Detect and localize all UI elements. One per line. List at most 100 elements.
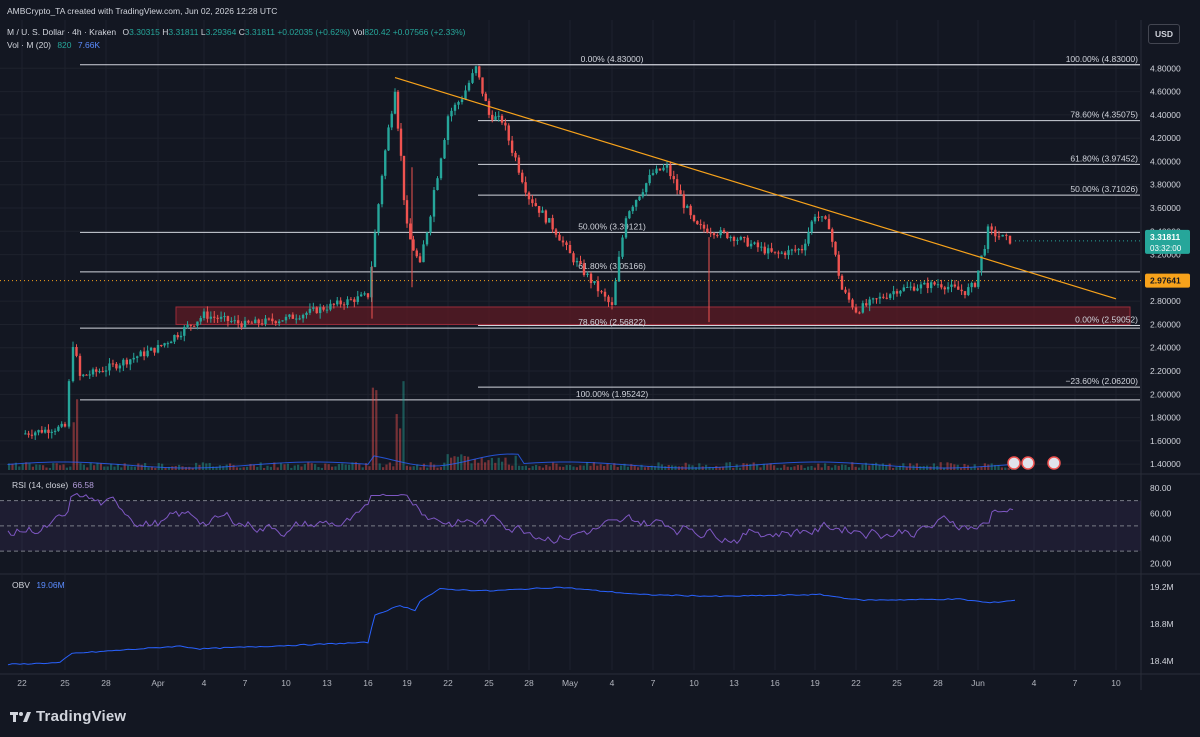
volume-bar [191,467,194,470]
volume-bar [960,467,963,470]
volume-bar [266,465,269,470]
fib-level-label: 50.00% (3.39121) [578,221,646,231]
volume-bar [664,466,667,470]
volume-bar [327,464,330,470]
fib-level-label: 100.00% (4.83000) [1066,54,1138,64]
volume-bar [38,464,41,470]
candle-body [804,243,807,251]
candle-body [641,192,645,197]
rsi-label[interactable]: RSI (14, close) [12,480,69,490]
volume-bar [76,399,79,470]
symbol-title[interactable]: M / U. S. Dollar · 4h · Kraken [7,27,117,37]
candle-body [460,99,464,103]
candle-body [712,233,716,236]
volume-bar [722,466,725,470]
fib-level-label: 0.00% (2.59052) [1075,315,1138,325]
volume-bar [919,466,922,470]
volume-bar [470,463,473,470]
volume-bar [446,454,449,470]
footer-bar [0,700,1200,737]
candle-body [390,113,393,128]
candle-body [104,370,108,372]
candle-body [91,369,95,375]
volume-bar [718,467,721,470]
candle-body [827,218,831,230]
volume-bar [242,467,245,470]
candle-body [912,286,916,291]
marked-level-label: 2.97641 [1150,276,1181,286]
candle-body [24,433,27,435]
candle-body [478,66,481,78]
vol-ma-label[interactable]: Vol · M (20) [7,40,51,50]
candle-body [507,125,510,141]
fib-level-label: 61.80% (3.05166) [578,261,646,271]
volume-bar [25,462,28,470]
candle-body [929,282,933,289]
volume-bar [803,467,806,470]
volume-bar [276,467,279,470]
fib-level-label: 0.00% (4.83000) [581,54,644,64]
candle-body [487,101,491,115]
volume-bar [184,467,187,470]
candle-body [464,90,467,100]
volume-bar [477,462,480,470]
candle-body [57,426,60,431]
candle-body [861,303,865,313]
time-axis-tick: 16 [363,678,373,688]
candle-body [895,291,899,294]
volume-bar [239,467,242,470]
candle-body [183,326,186,336]
candle-body [226,316,230,322]
high-value: 3.31811 [168,27,199,37]
tradingview-logo[interactable]: TradingView [10,708,126,725]
volume-bar [769,463,772,470]
volume-bar [790,467,793,470]
volume-bar [620,465,623,470]
candle-body [675,179,679,191]
event-flag-icon [1007,456,1021,470]
volume-bar [494,462,497,470]
volume-bar [232,464,235,470]
candle-body [617,256,621,282]
candle-body [163,343,166,346]
candle-body [432,190,436,217]
volume-bar [643,467,646,470]
volume-bar [824,463,827,470]
candle-body [817,216,820,218]
candle-body [415,250,418,257]
candle-body [919,284,923,289]
volume-bar [725,462,728,470]
candle-body [366,293,370,298]
candle-body [709,232,712,234]
volume-bar [630,464,633,470]
candle-body [142,351,146,357]
volume-bar [558,466,561,470]
volume-bar [885,464,888,470]
volume-bar [368,466,371,470]
volume-bar [609,464,612,470]
volume-bar [86,467,89,470]
volume-bar [497,457,500,470]
candle-body [271,318,274,322]
volume-bar [728,462,731,470]
volume-bar [830,467,833,470]
volume-bar [606,463,609,470]
volume-bar [222,466,225,470]
volume-bar [817,463,820,470]
fib-level-label: 78.60% (4.35075) [1070,110,1138,120]
volume-bar [358,464,361,470]
ohlc-header: M / U. S. Dollar · 4h · Kraken O3.30315 … [7,27,465,37]
current-price-label: 3.31811 [1150,232,1181,242]
candle-body [146,350,149,357]
volume-bar [8,463,11,470]
volume-bar [385,464,388,470]
volume-bar [307,462,310,470]
candle-body [88,374,91,376]
candle-body [136,356,139,358]
currency-button[interactable]: USD [1148,24,1180,44]
candle-body [50,431,53,433]
volume-bar [201,462,204,470]
obv-label[interactable]: OBV [12,580,30,590]
volume-bar [303,464,306,470]
